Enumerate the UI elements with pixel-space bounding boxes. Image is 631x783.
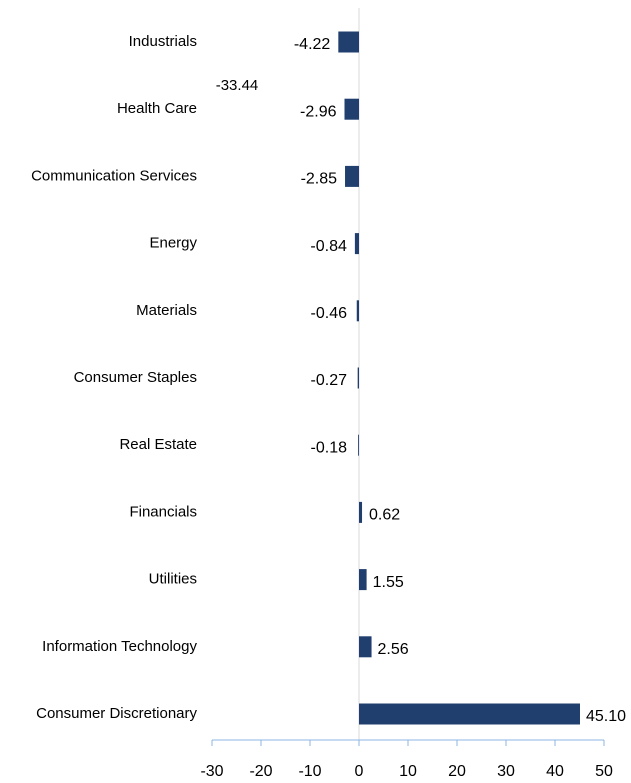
x-tick-label: 30 bbox=[497, 763, 515, 780]
bar bbox=[356, 300, 359, 322]
bar bbox=[359, 569, 367, 591]
y-tick-label: Utilities bbox=[149, 571, 197, 588]
bar bbox=[357, 367, 359, 389]
data-label: -2.96 bbox=[300, 103, 337, 120]
bar bbox=[344, 98, 359, 120]
data-label: -0.18 bbox=[311, 439, 348, 456]
x-tick-label: -20 bbox=[249, 763, 272, 780]
bar bbox=[338, 31, 359, 53]
x-tick-label: -30 bbox=[200, 763, 223, 780]
y-tick-label: Materials bbox=[136, 302, 197, 319]
x-tick-label: 10 bbox=[399, 763, 417, 780]
data-label: 0.62 bbox=[369, 507, 400, 524]
x-tick-label: -10 bbox=[298, 763, 321, 780]
data-label: 1.55 bbox=[373, 574, 404, 591]
bar bbox=[354, 233, 359, 255]
bar bbox=[359, 501, 363, 523]
x-tick-label: 20 bbox=[448, 763, 466, 780]
y-tick-label: Energy bbox=[149, 235, 197, 252]
y-tick-label: Real Estate bbox=[119, 436, 197, 453]
y-tick-label: Consumer Discretionary bbox=[36, 705, 197, 722]
data-label: -0.27 bbox=[311, 372, 348, 389]
bar bbox=[359, 636, 372, 658]
annotation: -33.44 bbox=[216, 77, 259, 94]
bar bbox=[345, 165, 359, 187]
y-tick-label: Financials bbox=[129, 503, 197, 520]
x-tick-label: 50 bbox=[595, 763, 613, 780]
data-label: -0.46 bbox=[311, 305, 348, 322]
y-tick-label: Communication Services bbox=[31, 167, 197, 184]
data-label: 2.56 bbox=[378, 641, 409, 658]
x-tick-label: 40 bbox=[546, 763, 564, 780]
x-tick-label: 0 bbox=[355, 763, 364, 780]
data-label: 45.10 bbox=[586, 708, 626, 725]
y-tick-label: Information Technology bbox=[42, 638, 197, 655]
data-label: -0.84 bbox=[310, 238, 347, 255]
data-label: -2.85 bbox=[301, 171, 338, 188]
y-tick-label: Health Care bbox=[117, 100, 197, 117]
bar bbox=[358, 434, 359, 456]
data-label: -4.22 bbox=[294, 36, 331, 53]
y-tick-label: Industrials bbox=[129, 33, 197, 50]
bar bbox=[359, 703, 580, 725]
y-tick-label: Consumer Staples bbox=[74, 369, 197, 386]
